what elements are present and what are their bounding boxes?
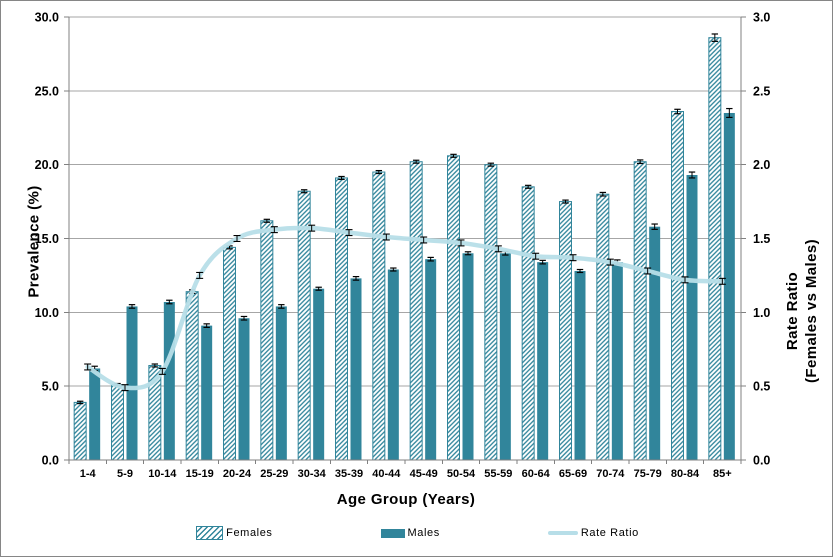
x-tick-label: 50-54 — [447, 468, 476, 480]
bar-males-75-79 — [649, 226, 661, 460]
x-tick-label: 45-49 — [410, 468, 438, 480]
bar-males-25-29 — [275, 306, 287, 460]
left-axis-title: Prevalence (%) — [25, 185, 43, 298]
legend-label-rate-ratio: Rate Ratio — [580, 527, 639, 539]
rate-ratio-line-swatch-icon — [547, 531, 578, 535]
left-tick-label: 0.0 — [42, 454, 59, 468]
x-tick-label: 5-9 — [117, 468, 133, 480]
bar-males-1-4 — [89, 368, 101, 460]
bar-males-45-49 — [425, 259, 437, 460]
bar-females-45-49 — [409, 161, 423, 461]
bar-females-25-29 — [260, 220, 274, 461]
x-axis-title: Age Group (Years) — [336, 491, 476, 508]
x-tick-label: 65-69 — [559, 468, 587, 480]
bar-males-40-44 — [387, 269, 399, 460]
legend: Females Males Rate Ratio — [1, 526, 833, 540]
rate-ratio-line — [85, 225, 725, 391]
bar-females-1-4 — [73, 401, 87, 461]
bar-females-20-24 — [223, 246, 236, 461]
bar-females-35-39 — [335, 177, 348, 461]
left-tick-label: 5.0 — [42, 380, 59, 394]
right-axis-title: Rate Ratio (Females vs Males) — [663, 171, 833, 451]
x-tick-label: 25-29 — [260, 468, 288, 480]
bar-females-60-64 — [521, 186, 535, 461]
males-solid-swatch-icon — [380, 528, 405, 538]
x-tick-label: 10-14 — [148, 468, 177, 480]
x-tick-label: 1-4 — [80, 468, 97, 480]
bar-males-65-69 — [574, 270, 586, 460]
left-tick-label: 30.0 — [35, 11, 59, 25]
bar-males-85+ — [723, 112, 735, 460]
x-tick-label: 80-84 — [671, 468, 700, 480]
bar-females-70-74 — [596, 193, 610, 461]
bar-females-65-69 — [559, 201, 572, 461]
bar-males-50-54 — [462, 253, 474, 460]
rate-ratio-curve — [85, 225, 725, 391]
x-tick-label: 40-44 — [372, 468, 401, 480]
left-axis-tick-labels: 0.0 5.0 10.0 15.0 20.0 25.0 30.0 — [35, 11, 59, 468]
right-tick-label: 0.0 — [753, 454, 770, 468]
females-hatched-swatch-icon — [196, 526, 224, 540]
left-tick-label: 10.0 — [35, 306, 59, 320]
axis-lines — [64, 16, 746, 464]
bar-males-10-14 — [163, 301, 175, 460]
x-tick-label: 20-24 — [223, 468, 252, 480]
legend-item-rate-ratio: Rate Ratio — [547, 527, 639, 539]
bar-males-30-34 — [313, 288, 325, 460]
x-axis-tick-labels: 1-4 5-9 10-14 15-19 20-24 25-29 30-34 35-39 40-4… — [80, 468, 732, 480]
bar-males-60-64 — [537, 262, 549, 460]
x-tick-label: 30-34 — [298, 468, 327, 480]
left-tick-label: 20.0 — [35, 158, 59, 172]
right-tick-label: 0.5 — [753, 380, 770, 394]
bar-females-75-79 — [633, 161, 647, 461]
bar-males-5-9 — [126, 306, 138, 460]
bar-males-80-84 — [686, 175, 698, 460]
left-tick-label: 25.0 — [35, 84, 59, 98]
right-tick-label: 2.5 — [753, 84, 770, 98]
bar-males-70-74 — [611, 262, 623, 460]
x-tick-label: 75-79 — [634, 468, 662, 480]
right-axis-tick-labels: 0.0 0.5 1.0 1.5 2.0 2.5 3.0 — [753, 11, 770, 468]
bar-females-50-54 — [447, 155, 460, 461]
bar-males-55-59 — [499, 253, 511, 460]
bar-females-15-19 — [185, 291, 199, 461]
legend-label-females: Females — [226, 527, 273, 539]
x-tick-label: 35-39 — [335, 468, 363, 480]
right-axis-title-line1: Rate Ratio — [784, 271, 802, 351]
bar-females-5-9 — [111, 384, 124, 461]
bar-females-55-59 — [484, 164, 498, 461]
rate-ratio-error-ticks — [84, 224, 726, 392]
right-tick-label: 2.0 — [753, 158, 770, 172]
right-tick-label: 1.5 — [753, 232, 770, 246]
x-tick-label: 85+ — [713, 468, 732, 480]
bar-males-20-24 — [238, 318, 250, 460]
x-tick-label: 70-74 — [596, 468, 625, 480]
bar-males-35-39 — [350, 278, 362, 460]
right-axis-title-line2: (Females vs Males) — [803, 239, 820, 383]
x-tick-label: 60-64 — [522, 468, 551, 480]
bar-males-15-19 — [201, 325, 213, 460]
bar-series — [73, 37, 735, 461]
right-tick-label: 3.0 — [753, 11, 770, 25]
left-tick-label: 15.0 — [35, 232, 59, 246]
legend-item-females: Females — [196, 526, 272, 540]
right-tick-label: 1.0 — [753, 306, 770, 320]
x-tick-label: 15-19 — [186, 468, 214, 480]
bar-females-40-44 — [372, 171, 386, 461]
legend-label-males: Males — [407, 527, 440, 539]
x-tick-label: 55-59 — [484, 468, 512, 480]
legend-item-males: Males — [380, 527, 440, 539]
